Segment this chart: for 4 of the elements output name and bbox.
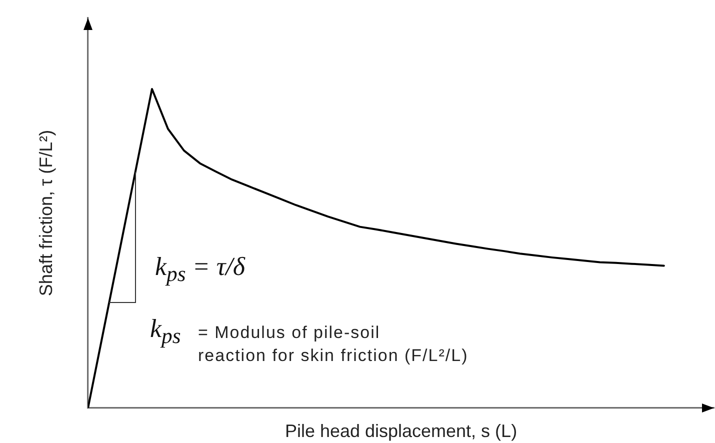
x-axis-title: Pile head displacement, s (L) bbox=[284, 421, 518, 442]
annotation: k$_{ps}$ = τ/δ bbox=[155, 252, 245, 286]
y-axis-title: Shaft friction, τ (F/L²) bbox=[36, 130, 56, 296]
annotation: k$_{ps}$ = Modulus of pile-soil reaction for skin friction (F/L²/L) bbox=[150, 313, 468, 366]
